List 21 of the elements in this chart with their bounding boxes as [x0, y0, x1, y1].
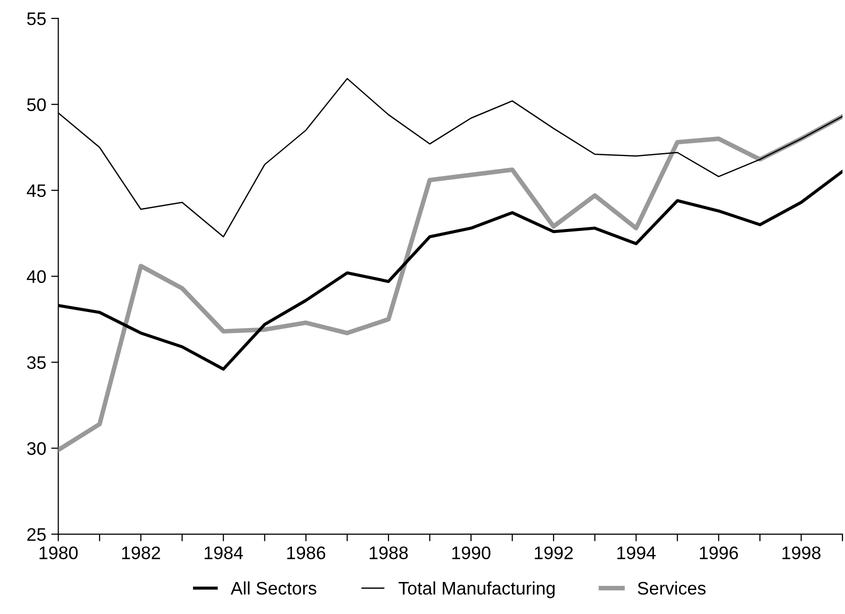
- y-tick-label: 45: [26, 184, 46, 198]
- x-tick-label: 1998: [782, 546, 820, 560]
- y-tick-label: 50: [27, 98, 46, 112]
- y-tick-label: 35: [27, 356, 46, 369]
- line-series: [58, 114, 842, 452]
- x-tick-label: 1990: [452, 546, 490, 560]
- legend-label: Services: [638, 581, 706, 595]
- x-tick-label: 1996: [700, 546, 738, 560]
- x-tick-label: 1994: [617, 546, 656, 560]
- legend-label: Total Manufacturing: [398, 581, 555, 598]
- x-tick-label: 1986: [287, 546, 326, 560]
- x-tick-label: 1988: [370, 546, 408, 560]
- y-tick-label: 30: [27, 442, 46, 455]
- y-tick-label: 25: [27, 528, 46, 541]
- x-tick-label: 1980: [40, 546, 78, 560]
- x-tick-label: 1982: [122, 546, 160, 560]
- legend-label: All Sectors: [230, 581, 316, 595]
- y-tick-label: 40: [26, 270, 46, 284]
- y-tick-label: 55: [27, 12, 46, 26]
- x-tick-label: 1992: [534, 546, 573, 560]
- x-tick-label: 1984: [204, 546, 243, 560]
